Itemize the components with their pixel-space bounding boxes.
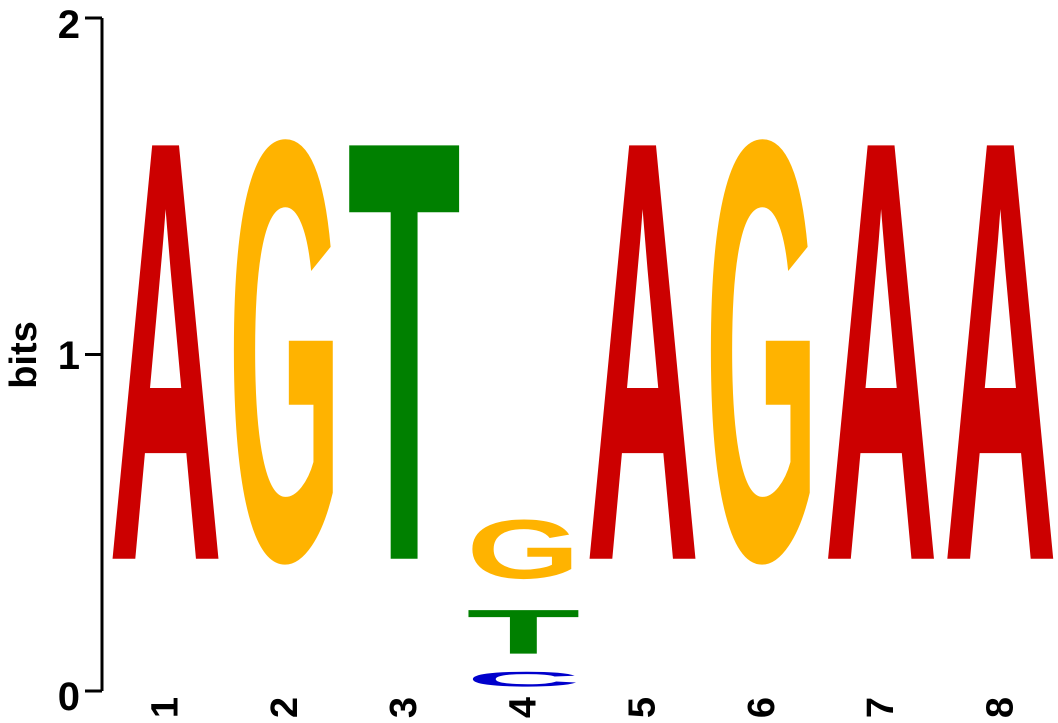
logo-letter-a-pos-5: A xyxy=(586,16,700,688)
logo-letter-g-pos-4: G xyxy=(466,503,580,597)
y-axis: 2 1 0 bits xyxy=(3,3,104,719)
y-tick-label-2: 2 xyxy=(58,3,80,47)
logo-letter-t-pos-3: T xyxy=(347,16,461,687)
y-axis-title: bits xyxy=(3,321,45,389)
logo-letter-a-pos-1: A xyxy=(109,16,223,688)
position-label-3: 3 xyxy=(383,697,425,718)
position-label-6: 6 xyxy=(741,697,783,718)
position-label-7: 7 xyxy=(860,697,902,718)
position-label-5: 5 xyxy=(622,697,664,718)
position-label-8: 8 xyxy=(979,697,1021,718)
position-labels: 1 2 3 4 5 6 7 8 xyxy=(145,697,1022,718)
logo-letter-t-pos-4: T xyxy=(466,596,580,667)
position-label-4: 4 xyxy=(502,697,544,718)
y-tick-label-0: 0 xyxy=(58,675,80,719)
logo-letter-c-pos-4: C xyxy=(466,667,580,691)
y-tick-label-1: 1 xyxy=(58,334,80,378)
logo-letter-a-pos-8: A xyxy=(943,16,1057,688)
logo-letter-g-pos-2: G xyxy=(228,15,342,687)
position-label-1: 1 xyxy=(145,697,187,718)
position-label-2: 2 xyxy=(264,697,306,718)
logo-letter-g-pos-6: G xyxy=(705,15,819,687)
letter-stacks: A G T CTG A G A A xyxy=(109,15,1058,691)
logo-letter-a-pos-7: A xyxy=(824,16,938,688)
